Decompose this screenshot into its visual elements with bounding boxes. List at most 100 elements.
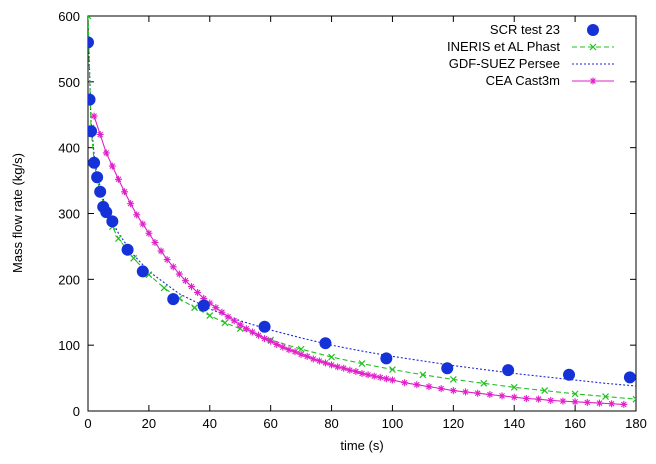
data-point — [88, 156, 101, 169]
data-point — [352, 368, 360, 375]
data-point — [425, 383, 433, 391]
x-axis-label: time (s) — [340, 438, 383, 453]
data-point — [218, 308, 226, 316]
data-point — [254, 331, 262, 339]
data-point — [181, 277, 189, 285]
legend: SCR test 23 INERIS et AL Phast GDF-SUEZ Pe… — [447, 22, 614, 88]
data-point — [328, 353, 335, 361]
data-point — [321, 359, 329, 367]
data-point — [188, 283, 196, 291]
legend-item: INERIS et AL Phast — [447, 39, 614, 54]
data-point — [206, 299, 214, 307]
series-3 — [90, 112, 628, 408]
data-point — [291, 348, 299, 356]
data-point — [462, 388, 470, 396]
data-point — [376, 373, 384, 381]
data-point — [175, 270, 183, 278]
x-tick-label: 0 — [84, 416, 91, 431]
data-point — [90, 112, 98, 120]
data-point — [632, 395, 636, 403]
data-point — [510, 383, 518, 391]
legend-label: INERIS et AL Phast — [447, 39, 560, 54]
data-point — [221, 319, 229, 327]
data-point — [102, 149, 110, 157]
data-point — [571, 390, 579, 398]
y-axis-label: Mass flow rate (kg/s) — [10, 153, 25, 273]
x-tick-label: 60 — [263, 416, 277, 431]
data-point — [388, 376, 396, 384]
data-point — [380, 352, 393, 365]
data-point — [364, 371, 372, 379]
series-0 — [88, 36, 636, 384]
data-point — [449, 375, 457, 383]
series-1 — [88, 16, 636, 403]
data-point — [88, 93, 96, 106]
data-point — [608, 400, 616, 408]
data-point — [106, 215, 119, 228]
data-point — [602, 393, 609, 400]
data-point — [169, 263, 177, 271]
data-point — [127, 200, 135, 208]
data-point — [571, 398, 579, 406]
data-point — [96, 131, 104, 138]
data-point — [498, 392, 506, 400]
x-tick-label: 180 — [625, 416, 647, 431]
data-point — [91, 171, 104, 184]
data-point — [449, 387, 457, 395]
data-point — [328, 361, 336, 369]
data-point — [167, 293, 180, 306]
data-point — [441, 362, 454, 375]
data-point — [297, 350, 305, 358]
data-point — [389, 366, 396, 373]
data-point — [474, 389, 482, 397]
y-tick-label: 300 — [58, 207, 80, 222]
x-tick-label: 80 — [324, 416, 338, 431]
data-point — [358, 360, 366, 368]
x-tick-label: 140 — [503, 416, 525, 431]
data-point — [419, 371, 427, 379]
data-point — [358, 369, 366, 377]
data-point — [541, 387, 549, 395]
y-tick-label: 500 — [58, 75, 80, 90]
axis-ticks — [87, 15, 637, 412]
data-point — [224, 313, 232, 321]
data-point — [315, 357, 323, 365]
data-point — [114, 175, 122, 183]
data-point — [346, 366, 354, 374]
data-point — [236, 321, 244, 329]
data-point — [559, 397, 567, 405]
data-point — [206, 312, 214, 319]
data-point — [480, 379, 488, 387]
series-2 — [88, 16, 636, 387]
legend-marker — [587, 24, 599, 36]
data-point — [279, 343, 287, 351]
data-point — [510, 393, 518, 401]
y-tick-label: 600 — [58, 9, 80, 24]
plot-area — [88, 16, 636, 408]
data-point — [261, 335, 269, 343]
data-point — [370, 372, 378, 380]
data-point — [163, 256, 171, 264]
data-point — [133, 211, 141, 219]
data-point — [486, 391, 494, 399]
data-point — [437, 385, 445, 393]
legend-item: GDF-SUEZ Persee — [449, 56, 614, 71]
data-point — [151, 238, 159, 246]
y-tick-label: 400 — [58, 141, 80, 156]
data-point — [522, 394, 530, 402]
data-point — [547, 396, 555, 404]
legend-label: SCR test 23 — [490, 22, 560, 37]
data-point — [157, 247, 165, 255]
data-point — [194, 289, 202, 296]
data-point — [88, 36, 94, 49]
data-point — [212, 304, 220, 312]
data-point — [130, 254, 138, 262]
data-point — [334, 363, 342, 371]
plot-clipped — [88, 16, 636, 408]
data-point — [88, 16, 92, 20]
legend-label: CEA Cast3m — [486, 73, 560, 88]
data-point — [191, 304, 198, 312]
x-tick-label: 160 — [564, 416, 586, 431]
